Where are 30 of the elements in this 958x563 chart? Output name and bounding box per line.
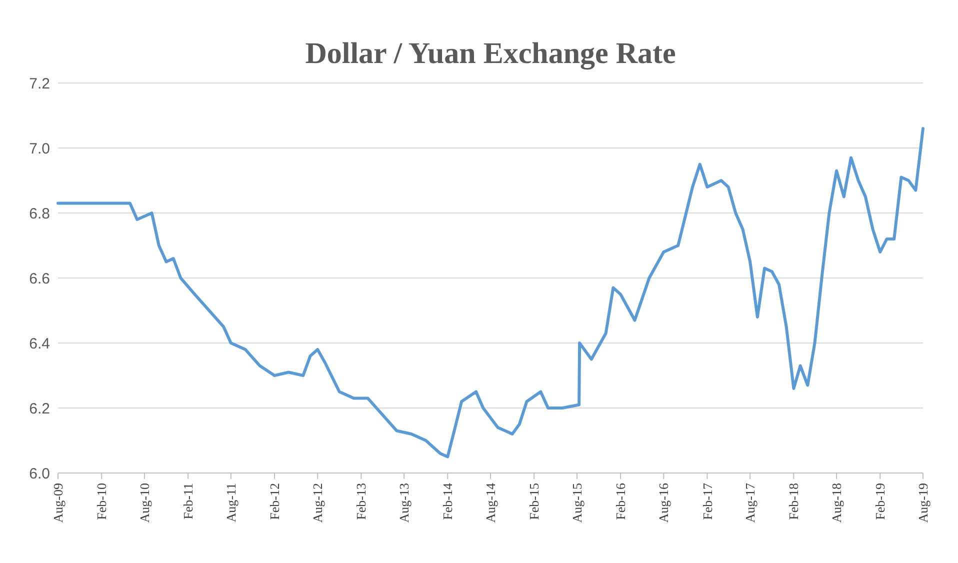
chart-title: Dollar / Yuan Exchange Rate xyxy=(305,37,676,70)
x-tick-label: Aug-12 xyxy=(310,483,326,523)
x-tick-label: Aug-11 xyxy=(223,483,238,522)
x-tick-label: Feb-18 xyxy=(786,483,802,520)
x-tick-label: Aug-10 xyxy=(137,483,152,523)
y-tick-label: 7.2 xyxy=(29,75,50,92)
y-tick-label: 7.0 xyxy=(29,140,50,158)
y-tick-label: 6.4 xyxy=(29,335,50,352)
y-tick-label: 6.2 xyxy=(29,400,50,418)
x-tick-label: Feb-19 xyxy=(872,483,888,520)
x-tick-label: Aug-15 xyxy=(570,483,585,523)
x-tick-label: Feb-16 xyxy=(613,482,628,520)
x-tick-label: Feb-14 xyxy=(440,482,456,520)
x-tick-label: Aug-18 xyxy=(829,483,844,523)
y-tick-label: 6.6 xyxy=(29,270,50,288)
x-tick-label: Feb-17 xyxy=(700,482,715,520)
x-tick-label: Feb-11 xyxy=(180,483,196,520)
x-tick-label: Feb-15 xyxy=(526,483,542,520)
x-tick-label: Aug-09 xyxy=(50,483,66,523)
line-series xyxy=(56,127,924,458)
x-tick-label: Feb-10 xyxy=(94,483,110,520)
x-tick-label: Aug-13 xyxy=(396,483,412,523)
x-tick-label: Aug-17 xyxy=(742,482,758,523)
x-tick-label: Aug-19 xyxy=(916,483,931,523)
x-tick-label: Aug-16 xyxy=(656,482,672,523)
x-tick-label: Aug-14 xyxy=(483,482,498,523)
x-tick-label: Feb-12 xyxy=(267,483,282,520)
y-tick-label: 6.8 xyxy=(29,205,50,222)
y-tick-label: 6.0 xyxy=(29,465,50,482)
x-tick-label: Feb-13 xyxy=(354,483,369,520)
